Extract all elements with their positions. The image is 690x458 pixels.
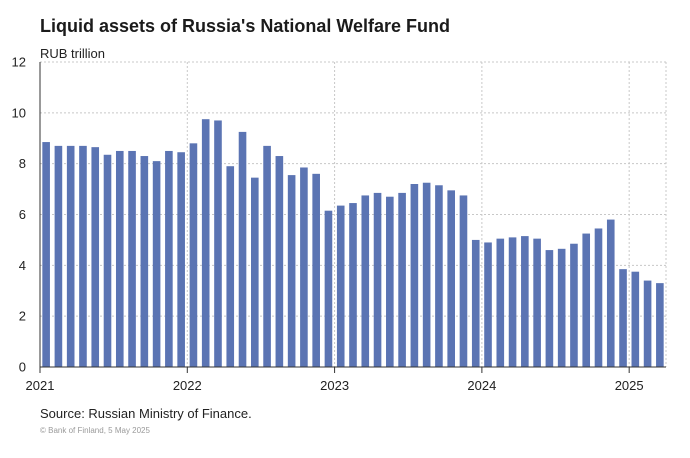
bar bbox=[398, 192, 406, 367]
bar bbox=[103, 154, 112, 367]
bar bbox=[606, 219, 615, 367]
bar bbox=[189, 143, 198, 367]
bar bbox=[582, 233, 591, 367]
bar bbox=[422, 182, 431, 367]
bar bbox=[275, 156, 284, 367]
axis-layer: 0 2 4 6 8 10 12 2021 2022 2023 2024 2025 bbox=[12, 55, 666, 393]
bar bbox=[201, 119, 210, 367]
bar bbox=[312, 173, 320, 367]
bar bbox=[521, 236, 529, 367]
bar bbox=[386, 196, 394, 367]
bar bbox=[447, 190, 455, 367]
x-tick-label: 2021 bbox=[26, 378, 55, 393]
bar bbox=[177, 152, 185, 367]
bar bbox=[631, 271, 640, 367]
bar bbox=[300, 167, 308, 367]
bar bbox=[619, 269, 627, 367]
bar bbox=[287, 175, 296, 367]
bar bbox=[349, 203, 357, 367]
bar bbox=[484, 242, 492, 367]
bar bbox=[496, 238, 505, 367]
y-tick-label: 0 bbox=[19, 360, 26, 375]
bar bbox=[324, 210, 333, 367]
source-note: Source: Russian Ministry of Finance. bbox=[40, 406, 252, 421]
copyright-note: © Bank of Finland, 5 May 2025 bbox=[40, 426, 150, 435]
y-axis-unit-label: RUB trillion bbox=[40, 46, 106, 61]
bar bbox=[226, 166, 235, 367]
x-tick-label: 2025 bbox=[615, 378, 644, 393]
x-tick-label: 2024 bbox=[467, 378, 496, 393]
y-tick-label: 12 bbox=[12, 55, 26, 70]
bar bbox=[115, 150, 124, 367]
y-tick-label: 10 bbox=[12, 105, 26, 120]
bar bbox=[410, 184, 419, 367]
bar bbox=[263, 145, 271, 368]
bar bbox=[373, 192, 382, 367]
bar bbox=[361, 195, 370, 367]
bar bbox=[54, 145, 63, 368]
x-tick-label: 2023 bbox=[320, 378, 349, 393]
bar bbox=[570, 243, 578, 367]
bar bbox=[459, 195, 468, 367]
bar-layer bbox=[42, 119, 664, 368]
y-tick-label: 6 bbox=[19, 207, 26, 222]
bar bbox=[656, 283, 664, 368]
bar bbox=[471, 239, 480, 367]
bar bbox=[42, 142, 50, 367]
bar bbox=[214, 120, 222, 368]
bar bbox=[545, 250, 554, 367]
bar bbox=[140, 156, 149, 367]
bar bbox=[435, 185, 443, 367]
bar bbox=[165, 150, 173, 367]
bar bbox=[128, 150, 136, 367]
bar bbox=[79, 145, 87, 368]
bar bbox=[508, 237, 517, 368]
bar bbox=[91, 147, 100, 367]
bar bbox=[643, 280, 652, 367]
bar bbox=[594, 228, 603, 367]
y-tick-label: 4 bbox=[19, 258, 26, 273]
x-tick-label: 2022 bbox=[173, 378, 202, 393]
bar bbox=[557, 248, 566, 367]
y-tick-label: 8 bbox=[19, 156, 26, 171]
chart-title: Liquid assets of Russia's National Welfa… bbox=[40, 16, 451, 36]
bar bbox=[66, 145, 75, 368]
bar bbox=[152, 161, 161, 367]
y-tick-label: 2 bbox=[19, 309, 26, 324]
bar bbox=[251, 177, 259, 367]
bar bbox=[238, 131, 247, 367]
bar bbox=[533, 238, 541, 367]
bar bbox=[336, 205, 345, 367]
